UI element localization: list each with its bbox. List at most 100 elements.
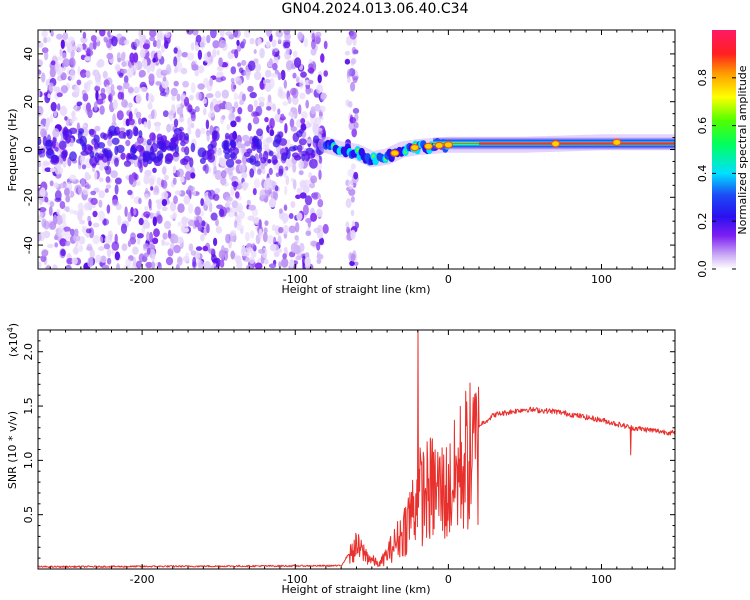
spectrogram-noise-blob <box>247 85 254 93</box>
chart-title: GN04.2024.013.06.40.C34 <box>281 1 469 17</box>
spectrogram-noise-blob <box>49 167 56 172</box>
spectrogram-noise-blob <box>283 247 288 254</box>
spectrogram-noise-blob <box>73 104 78 111</box>
snr-panel: -200 -100 0 100 0.5 1.0 1.5 2.0 Height of stra… <box>6 323 676 596</box>
spectrogram-noise-blob <box>80 150 89 156</box>
spectrogram-noise-blob <box>98 210 105 222</box>
spectrogram-noise-blob <box>71 110 76 119</box>
spectrogram-noise-blob <box>278 165 284 175</box>
spectrogram-noise-blob <box>146 139 152 146</box>
spectrogram-noise-blob <box>80 72 87 78</box>
spectrogram-noise-blob <box>268 150 274 157</box>
spectrogram-noise-blob <box>208 248 216 254</box>
snr-x-ticks: -200 -100 0 100 <box>49 330 664 586</box>
spectrogram-noise-blob <box>112 113 116 124</box>
spectrogram-noise-blob <box>154 124 161 132</box>
spectrogram-noise-blob <box>200 233 205 242</box>
spectrogram-noise-blob <box>68 127 78 134</box>
spectrogram-noise-blob <box>348 101 353 108</box>
snr-y-ticks: 0.5 1.0 1.5 2.0 <box>22 340 675 559</box>
spectrogram-noise-blob <box>153 121 162 127</box>
spectrogram-noise-blob <box>297 31 303 41</box>
spectrogram-noise-blob <box>290 126 298 132</box>
spectrogram-noise-blob <box>99 105 105 115</box>
carrier-peak-blob <box>423 142 433 150</box>
spectrogram-noise-blob <box>95 90 99 101</box>
spectrogram-noise-blob <box>123 39 130 45</box>
spectrogram-noise-blob <box>314 103 321 112</box>
spectrogram-noise-blob <box>268 263 277 269</box>
spectrogram-noise-blob <box>195 128 201 138</box>
spectrogram-noise-blob <box>59 201 66 209</box>
spectrogram-noise-blob <box>56 33 63 40</box>
spectrogram-noise-blob <box>216 66 224 71</box>
spectrogram-noise-blob <box>280 113 285 119</box>
spectrogram-noise-blob <box>82 187 89 195</box>
spectrogram-noise-blob <box>115 65 121 72</box>
spectrogram-noise-blob <box>263 79 267 85</box>
spectrogram-noise-blob <box>49 201 55 208</box>
spectrogram-noise-blob <box>103 243 111 250</box>
spectrogram-noise-blob <box>74 85 80 96</box>
spectrogram-noise-blob <box>219 30 225 38</box>
spectrogram-noise-blob <box>166 123 172 133</box>
spectrogram-noise-blob <box>283 41 291 49</box>
spectrogram-noise-blob <box>285 175 290 186</box>
spectrogram-y-tick-label: 0 <box>22 146 35 153</box>
spectrogram-noise-blob <box>59 105 68 116</box>
spectrogram-noise-blob <box>254 262 263 269</box>
spectrogram-noise-blob <box>38 261 42 268</box>
spectrogram-noise-blob <box>41 30 48 38</box>
spectrogram-noise-blob <box>130 65 136 73</box>
spectrogram-noise-blob <box>84 56 92 61</box>
spectrogram-noise-blob <box>117 57 122 63</box>
spectrogram-noise-blob <box>54 242 59 248</box>
spectrogram-noise-blob <box>76 79 82 86</box>
spectrogram-noise-blob <box>246 199 251 206</box>
spectrogram-noise-blob <box>130 232 136 240</box>
spectrogram-noise-blob <box>249 256 255 264</box>
spectrogram-noise-blob <box>69 118 75 124</box>
spectrogram-noise-blob <box>195 215 203 224</box>
spectrogram-noise-blob <box>149 132 156 141</box>
spectrogram-noise-blob <box>148 198 152 209</box>
spectrogram-noise-blob <box>346 69 351 77</box>
spectrogram-noise-blob <box>143 121 148 128</box>
spectrogram-noise-blob <box>163 241 170 246</box>
spectrogram-noise-blob <box>176 236 184 244</box>
spectrogram-noise-blob <box>308 79 314 85</box>
spectrogram-noise-blob <box>277 72 282 81</box>
snr-x-tick-label: -200 <box>130 573 155 586</box>
spectrogram-noise-blob <box>105 84 110 94</box>
spectrogram-noise-blob <box>352 107 360 114</box>
spectrogram-noise-blob <box>152 216 157 227</box>
spectrogram-noise-blob <box>275 30 283 38</box>
spectrogram-noise-blob <box>190 172 196 179</box>
spectrogram-noise-blob <box>344 50 351 56</box>
spectrogram-noise-blob <box>318 155 323 165</box>
spectrogram-noise-blob <box>212 49 217 58</box>
spectrogram-noise-blob <box>283 30 291 36</box>
spectrogram-noise-blob <box>210 30 217 39</box>
spectrogram-noise-blob <box>188 243 194 252</box>
spectrogram-noise-blob <box>311 39 316 50</box>
spectrogram-noise-blob <box>156 214 163 224</box>
spectrogram-noise-blob <box>119 127 126 132</box>
spectrogram-noise-blob <box>161 206 168 212</box>
spectrogram-noise-blob <box>185 252 190 261</box>
spectrogram-noise-blob <box>292 50 298 58</box>
spectrogram-x-tick-label: 0 <box>445 273 452 286</box>
spectrogram-noise-blob <box>157 261 161 268</box>
spectrogram-noise-blob <box>158 32 165 38</box>
spectrogram-noise-blob <box>69 58 74 66</box>
spectrogram-x-tick-label: -100 <box>283 273 308 286</box>
spectrogram-noise-blob <box>132 246 139 255</box>
spectrogram-noise-blob <box>62 58 70 68</box>
spectrogram-noise-blob <box>207 153 216 163</box>
spectrogram-noise-blob <box>295 194 301 200</box>
spectrogram-noise-blob <box>254 160 261 167</box>
spectrogram-noise-blob <box>79 135 88 147</box>
spectrogram-noise-blob <box>221 89 229 99</box>
spectrogram-noise-blob <box>187 116 193 127</box>
spectrogram-noise-blob <box>307 67 315 74</box>
